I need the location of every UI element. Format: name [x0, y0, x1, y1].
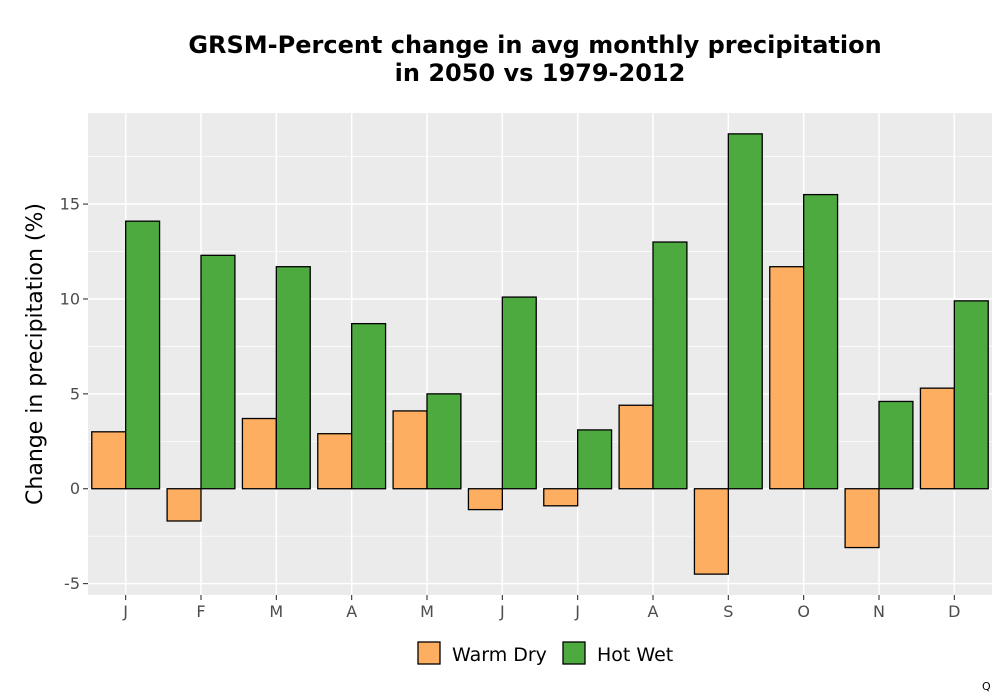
bar-hot-wet	[426, 393, 462, 490]
x-tick-label: J	[499, 602, 505, 621]
bar-hot-wet	[125, 220, 161, 490]
bar-warm-dry	[91, 431, 127, 490]
bar-hot-wet	[577, 429, 613, 490]
bar-warm-dry	[844, 488, 880, 549]
bar-warm-dry	[317, 433, 353, 490]
x-tick-label: O	[797, 602, 810, 621]
y-tick-label: 15	[60, 195, 80, 214]
bar-hot-wet	[803, 193, 839, 490]
y-tick-label: 0	[70, 479, 80, 498]
x-tick-label: F	[196, 602, 205, 621]
x-tick-label: S	[723, 602, 733, 621]
minor-gridlines	[88, 156, 992, 537]
bar-hot-wet	[501, 296, 537, 490]
bar-warm-dry	[769, 266, 805, 490]
bar-hot-wet	[351, 322, 387, 490]
plot-panel	[88, 113, 992, 595]
corner-mark: Q	[982, 680, 991, 693]
bar-hot-wet	[727, 133, 763, 490]
bar-hot-wet	[878, 400, 914, 490]
bars	[91, 133, 989, 575]
legend-swatch	[562, 641, 586, 665]
bar-warm-dry	[241, 417, 277, 490]
bar-warm-dry	[693, 488, 729, 575]
chart-title-line-2: in 2050 vs 1979-2012	[395, 59, 686, 87]
legend-label: Hot Wet	[597, 644, 673, 666]
x-tick-label: N	[873, 602, 885, 621]
bar-warm-dry	[543, 488, 579, 507]
chart-title-line-1: GRSM-Percent change in avg monthly preci…	[188, 31, 881, 59]
x-tick-label: M	[269, 602, 283, 621]
bar-warm-dry	[166, 488, 202, 522]
x-tick-label: D	[948, 602, 960, 621]
bar-warm-dry	[392, 410, 428, 490]
x-tick-label: J	[574, 602, 580, 621]
legend-label: Warm Dry	[452, 644, 547, 666]
legend-swatch	[417, 641, 441, 665]
y-tick-label: 10	[60, 289, 80, 308]
legend: Warm Dry Hot Wet	[417, 641, 673, 666]
y-axis-ticks: -5 0 5 10 15	[60, 195, 88, 593]
bar-warm-dry	[618, 404, 654, 490]
bar-warm-dry	[467, 488, 503, 511]
bar-hot-wet	[200, 254, 236, 490]
y-axis-label: Change in precipitation (%)	[23, 203, 48, 505]
x-tick-label: A	[648, 602, 659, 621]
y-tick-label: 5	[70, 384, 80, 403]
x-tick-label: A	[346, 602, 357, 621]
bar-hot-wet	[652, 241, 688, 490]
x-tick-label: J	[122, 602, 128, 621]
y-tick-label: -5	[64, 574, 80, 593]
bar-hot-wet	[953, 300, 989, 490]
x-tick-label: M	[420, 602, 434, 621]
bar-warm-dry	[919, 387, 955, 490]
bar-hot-wet	[275, 266, 311, 490]
